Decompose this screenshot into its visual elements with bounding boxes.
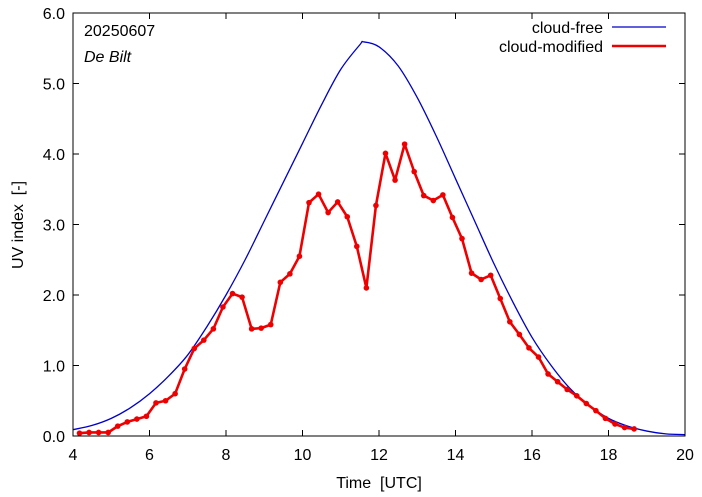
y-tick-label: 4.0 bbox=[43, 147, 65, 164]
y-tick-label: 3.0 bbox=[43, 218, 65, 235]
data-point-cloud-modified bbox=[621, 424, 628, 431]
y-tick-label: 1.0 bbox=[43, 359, 65, 376]
x-axis-title: Time [UTC] bbox=[336, 475, 422, 492]
data-point-cloud-modified bbox=[105, 429, 111, 436]
data-point-cloud-modified bbox=[344, 213, 351, 220]
x-tick-label: 20 bbox=[676, 447, 694, 464]
data-point-cloud-modified bbox=[315, 191, 322, 197]
data-point-cloud-modified bbox=[201, 337, 207, 343]
y-tick-label: 6.0 bbox=[43, 6, 65, 23]
data-point-cloud-modified bbox=[76, 430, 83, 436]
y-axis-title: UV index [-] bbox=[10, 181, 27, 269]
data-point-cloud-modified bbox=[573, 393, 580, 399]
data-point-cloud-modified bbox=[392, 177, 398, 183]
x-tick-label: 6 bbox=[145, 447, 154, 464]
data-point-cloud-modified bbox=[545, 371, 551, 377]
data-point-cloud-modified bbox=[593, 407, 599, 414]
data-point-cloud-modified bbox=[564, 386, 570, 393]
data-point-cloud-modified bbox=[134, 416, 140, 422]
data-point-cloud-modified bbox=[153, 400, 159, 406]
legend: cloud-free cloud-modified bbox=[499, 20, 666, 56]
x-tick-label: 18 bbox=[600, 447, 618, 464]
data-point-cloud-modified bbox=[296, 253, 303, 260]
y-tick-label: 5.0 bbox=[43, 77, 65, 94]
data-point-cloud-modified bbox=[143, 413, 150, 420]
data-point-cloud-modified bbox=[535, 354, 542, 360]
legend-label-cloud-free: cloud-free bbox=[532, 20, 603, 37]
data-point-cloud-modified bbox=[612, 421, 618, 427]
legend-label-cloud-modified: cloud-modified bbox=[499, 39, 603, 56]
data-point-cloud-modified bbox=[440, 192, 446, 198]
data-point-cloud-modified bbox=[420, 192, 427, 199]
plot-frame bbox=[72, 12, 686, 437]
data-point-cloud-modified bbox=[449, 214, 456, 221]
data-point-cloud-modified bbox=[220, 304, 226, 310]
data-point-cloud-modified bbox=[258, 325, 264, 331]
data-point-cloud-modified bbox=[411, 168, 417, 175]
data-point-cloud-modified bbox=[583, 400, 590, 407]
data-point-cloud-modified bbox=[468, 270, 475, 276]
data-point-cloud-modified bbox=[354, 243, 360, 250]
data-point-cloud-modified bbox=[430, 197, 437, 204]
data-point-cloud-modified bbox=[325, 209, 331, 216]
data-point-cloud-modified bbox=[602, 415, 609, 422]
data-point-cloud-modified bbox=[373, 202, 379, 209]
data-point-cloud-modified bbox=[554, 378, 561, 385]
data-point-cloud-modified bbox=[363, 285, 370, 291]
series-line-cloud-free bbox=[72, 40, 686, 436]
data-point-cloud-modified bbox=[382, 150, 389, 157]
data-point-cloud-modified bbox=[487, 272, 494, 279]
x-tick-label: 16 bbox=[523, 447, 541, 464]
data-point-cloud-modified bbox=[124, 419, 131, 425]
x-tick-label: 8 bbox=[222, 447, 231, 464]
x-tick-label: 12 bbox=[370, 447, 388, 464]
data-point-cloud-modified bbox=[210, 326, 217, 332]
data-point-cloud-modified bbox=[181, 366, 188, 372]
data-point-cloud-modified bbox=[229, 290, 236, 297]
data-point-cloud-modified bbox=[95, 429, 102, 436]
data-point-cloud-modified bbox=[401, 141, 408, 147]
data-point-cloud-modified bbox=[248, 326, 255, 332]
date-label: 20250607 bbox=[84, 23, 155, 40]
y-tick-label: 2.0 bbox=[43, 288, 65, 305]
series-line-cloud-modified bbox=[79, 142, 635, 435]
x-tick-label: 14 bbox=[447, 447, 465, 464]
data-point-cloud-modified bbox=[334, 199, 341, 205]
x-tick-label: 4 bbox=[69, 447, 78, 464]
data-point-cloud-modified bbox=[459, 235, 465, 242]
data-point-cloud-modified bbox=[497, 295, 504, 302]
location-label: De Bilt bbox=[84, 49, 132, 66]
data-point-cloud-modified bbox=[172, 390, 178, 397]
data-point-cloud-modified bbox=[306, 199, 312, 206]
data-point-cloud-modified bbox=[114, 423, 121, 429]
data-point-cloud-modified bbox=[478, 276, 484, 283]
data-point-cloud-modified bbox=[267, 321, 274, 328]
data-point-cloud-modified bbox=[287, 271, 293, 277]
data-point-cloud-modified bbox=[631, 426, 637, 432]
data-point-cloud-modified bbox=[516, 331, 523, 338]
y-tick-label: 0.0 bbox=[43, 429, 65, 446]
data-point-cloud-modified bbox=[86, 429, 92, 436]
x-tick-label: 10 bbox=[294, 447, 312, 464]
data-point-cloud-modified bbox=[526, 345, 532, 351]
data-point-cloud-modified bbox=[507, 318, 513, 325]
data-point-cloud-modified bbox=[277, 279, 284, 286]
data-point-cloud-modified bbox=[162, 397, 169, 404]
data-point-cloud-modified bbox=[191, 345, 198, 352]
data-point-cloud-modified bbox=[239, 294, 245, 300]
